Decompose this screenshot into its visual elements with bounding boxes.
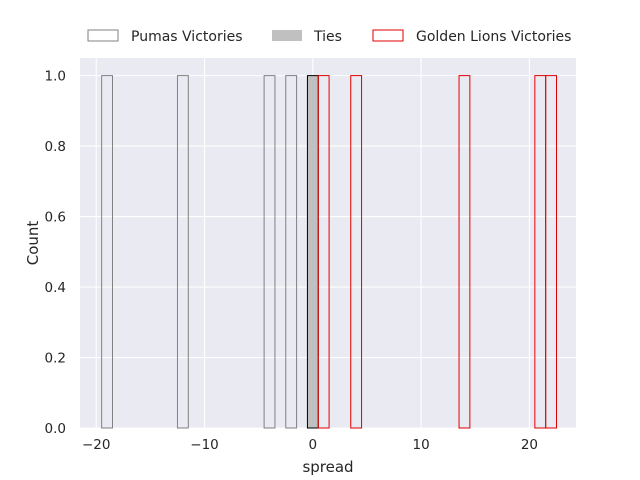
legend-label: Pumas Victories [131,29,243,45]
plot-background [80,58,576,428]
bar-golden-lions-victories [317,75,330,429]
y-tick-label: 0.0 [45,421,66,437]
bar-pumas-victories [101,75,113,429]
legend-swatch [372,29,404,42]
bar-pumas-victories [263,75,276,429]
y-tick-label: 0.8 [45,139,66,155]
x-tick-label: 20 [521,437,538,453]
bar-pumas-victories [285,75,298,429]
y-axis-ticks: 0.0 0.2 0.4 0.6 0.8 1.0 [45,69,66,437]
bar-pumas-victories [176,75,189,429]
x-tick-label: 10 [413,437,430,453]
legend-label: Golden Lions Victories [416,29,571,45]
x-axis-ticks: −20 −10 0 10 20 [82,437,538,453]
legend-swatch [87,29,119,42]
bar-golden-lions-victories [350,75,363,429]
y-tick-label: 0.6 [45,210,66,226]
bar-golden-lions-victories [458,75,471,429]
y-axis-label: Count [24,221,42,266]
x-axis-label: spread [302,458,353,476]
y-tick-label: 1.0 [45,69,66,85]
y-tick-label: 0.4 [45,280,66,296]
x-tick-label: −10 [190,437,219,453]
y-tick-label: 0.2 [45,351,66,367]
bar-golden-lions-victories [545,75,558,429]
legend-label: Ties [313,29,342,45]
legend-swatch [272,30,302,41]
bar-ties [306,75,319,429]
legend: Pumas Victories Ties Golden Lions Victorie… [87,29,571,45]
bars [101,75,558,429]
x-tick-label: 0 [309,437,318,453]
x-tick-label: −20 [82,437,111,453]
